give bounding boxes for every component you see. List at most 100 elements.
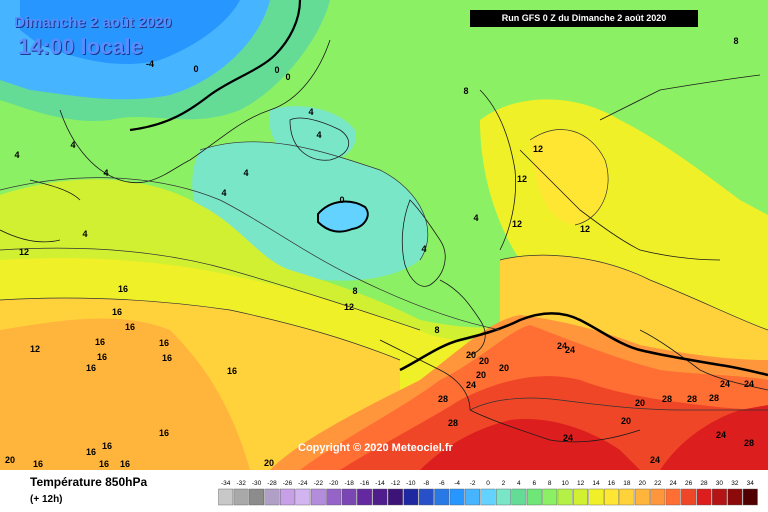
legend-tick-label: 28 (700, 480, 708, 487)
legend-tick-label: 34 (747, 480, 755, 487)
legend-swatch (434, 488, 450, 506)
legend-tick-label: 20 (639, 480, 647, 487)
field-very-cold (20, 0, 240, 65)
isotherm-label: 0 (193, 64, 198, 74)
legend-swatch (665, 488, 681, 506)
isotherm-label: 4 (243, 168, 248, 178)
isotherm-label: 4 (316, 130, 321, 140)
isotherm-label: 4 (70, 140, 75, 150)
legend-tick-label: -4 (454, 480, 460, 487)
isotherm-label: 16 (159, 428, 169, 438)
legend-swatch (233, 488, 249, 506)
isotherm-label: 28 (438, 394, 448, 404)
legend-swatch (634, 488, 650, 506)
isotherm-label: 20 (499, 363, 509, 373)
legend-swatch (465, 488, 480, 506)
legend-tick-label: 14 (592, 480, 600, 487)
legend-tick-label: -28 (267, 480, 277, 487)
isotherm-label: 20 (635, 398, 645, 408)
legend-swatch (357, 488, 372, 506)
isotherm-label: 28 (662, 394, 672, 404)
isotherm-label: 16 (125, 322, 135, 332)
legend-swatch (218, 488, 234, 506)
legend-swatch (403, 488, 419, 506)
isotherm-label: 24 (650, 455, 660, 465)
isotherm-label: 24 (716, 430, 726, 440)
legend-swatch (619, 488, 635, 506)
legend-swatch (742, 488, 758, 506)
legend-swatch (496, 488, 511, 506)
legend-tick-label: -22 (314, 480, 324, 487)
isotherm-label: 16 (159, 338, 169, 348)
legend-tick-label: 4 (517, 480, 521, 487)
isotherm-label: 4 (421, 244, 426, 254)
legend-tick-label: 26 (685, 480, 693, 487)
temperature-legend: -34 -32 -30 -28 -26 -24 -22 -20 -18 -16 -14 -12 -10-… (218, 480, 758, 506)
isotherm-label: 12 (19, 247, 29, 257)
isotherm-label: 4 (103, 168, 108, 178)
legend-tick-label: -8 (423, 480, 429, 487)
isotherm-label: 24 (563, 433, 573, 443)
field-scandinavia-warm (530, 129, 609, 225)
isotherm-label: 8 (352, 286, 357, 296)
isotherm-label: 16 (86, 447, 96, 457)
legend-swatch (573, 488, 588, 506)
isotherm-label: 28 (744, 438, 754, 448)
legend-tick-label: -2 (470, 480, 476, 487)
legend-swatch (310, 488, 326, 506)
legend-swatch (264, 488, 280, 506)
isotherm-label: 4 (82, 229, 87, 239)
forecast-date: Dimanche 2 août 2020 (14, 14, 172, 31)
isotherm-label: 16 (120, 459, 130, 469)
legend-tick-label: -26 (283, 480, 293, 487)
field-hot-4 (420, 419, 640, 470)
legend-tick-label: -32 (236, 480, 246, 487)
isotherm-label: 24 (557, 341, 567, 351)
legend-swatch (727, 488, 743, 506)
isotherm-label: 16 (86, 363, 96, 373)
isotherm-label: 12 (512, 219, 522, 229)
isotherms-thin (0, 129, 768, 411)
legend-tick-label: -16 (360, 480, 370, 487)
legend-tick-label: -6 (439, 480, 445, 487)
isotherm-label: 16 (99, 459, 109, 469)
legend-swatch (418, 488, 434, 506)
isotherm-label: 24 (744, 379, 754, 389)
legend-tick-label: 12 (577, 480, 585, 487)
legend-tick-label: 10 (562, 480, 570, 487)
isotherm-label: 28 (448, 418, 458, 428)
legend-tick-label: -12 (391, 480, 401, 487)
legend-tick-label: -30 (252, 480, 262, 487)
copyright-notice: Copyright © 2020 Meteociel.fr (298, 442, 453, 454)
model-run-info: Run GFS 0 Z du Dimanche 2 août 2020 (470, 10, 698, 27)
isotherm-label: 24 (720, 379, 730, 389)
isotherm-label: 28 (709, 393, 719, 403)
isotherm-label: 16 (33, 459, 43, 469)
isotherm-label: 24 (565, 345, 575, 355)
legend-swatch (326, 488, 342, 506)
coastlines (0, 39, 768, 443)
legend-tick-label: -34 (221, 480, 231, 487)
legend-swatch (249, 488, 264, 506)
isotherm-label: 8 (733, 36, 738, 46)
isotherm-label: 20 (466, 350, 476, 360)
legend-swatch (696, 488, 712, 506)
legend-tick-label: 24 (670, 480, 678, 487)
legend-swatch (295, 488, 311, 506)
isotherm-0-north (129, 0, 302, 132)
legend-tick-label: 2 (502, 480, 506, 487)
isotherm-label: 20 (621, 416, 631, 426)
isotherm-label: 16 (95, 337, 105, 347)
variable-title: Température 850hPa (30, 475, 148, 489)
legend-tick-label: 0 (486, 480, 490, 487)
isotherm-label: 0 (274, 65, 279, 75)
isotherm-label: 12 (30, 344, 40, 354)
legend-tick-label: -18 (344, 480, 354, 487)
isotherm-label: 16 (112, 307, 122, 317)
legend-swatch (372, 488, 388, 506)
isotherm-labels: 0 -4 0 0 4 4 4 4 4 4 4 4 0 4 4 8 8 8 8 1… (5, 36, 754, 469)
legend-tick-label: 8 (548, 480, 552, 487)
isotherm-label: 28 (687, 394, 697, 404)
isotherm-label: 4 (308, 107, 313, 117)
